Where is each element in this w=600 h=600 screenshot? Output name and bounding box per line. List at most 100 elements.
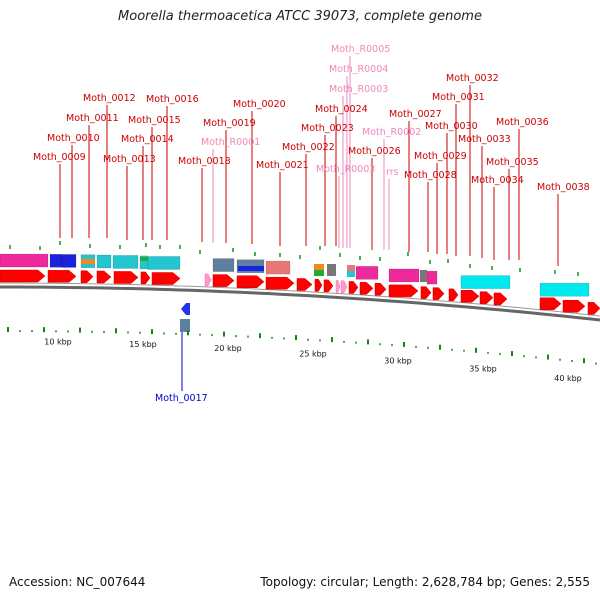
scale-label: 15 kbp xyxy=(129,340,157,349)
cog-box xyxy=(460,275,511,289)
gene-label: Moth_0016 xyxy=(146,94,199,105)
gene-label: Moth_0017 xyxy=(155,393,208,404)
gene-arrow xyxy=(140,271,151,285)
gene-label: Moth_0035 xyxy=(486,157,539,168)
gene-arrow xyxy=(151,272,181,285)
cog-box xyxy=(265,260,291,275)
gene-label: Moth_R0001 xyxy=(201,137,260,148)
scale-label: 40 kbp xyxy=(554,374,582,383)
genome-stats-text: Topology: circular; Length: 2,628,784 bp… xyxy=(260,575,590,589)
gene-arrow xyxy=(388,284,419,298)
gene-label: Moth_0022 xyxy=(282,142,335,153)
scale-label: 20 kbp xyxy=(214,344,242,353)
gene-label: Moth_0026 xyxy=(348,146,401,157)
cog-box xyxy=(314,264,324,270)
cog-box xyxy=(49,254,63,268)
rna-arrow xyxy=(340,280,348,294)
gene-label: Moth_0024 xyxy=(315,104,368,115)
gene-label: Moth_0028 xyxy=(404,170,457,181)
cog-track xyxy=(0,253,590,297)
rna-arrow xyxy=(204,273,212,287)
gene-arrow xyxy=(96,270,112,284)
gene-label: Moth_0038 xyxy=(537,182,590,193)
gene-label: Moth_R0002 xyxy=(362,127,421,138)
rna-arrow xyxy=(335,280,341,293)
gene-label: Moth_0034 xyxy=(471,175,524,186)
gene-arrow xyxy=(212,274,235,287)
cog-box xyxy=(327,264,336,276)
gene-label: Moth_0021 xyxy=(256,160,309,171)
cog-box xyxy=(347,265,355,271)
gene-label: Moth_R0003 xyxy=(329,84,388,95)
gene-label: Moth_0023 xyxy=(301,123,354,134)
cog-box xyxy=(147,256,181,270)
scale-label: 35 kbp xyxy=(469,364,497,373)
gene-arrow xyxy=(348,281,359,294)
gene-label: Moth_0009 xyxy=(33,152,86,163)
gene-arrow xyxy=(314,279,323,292)
scale-track: 10 kbp 15 kbp 20 kbp 25 kbp 30 kbp 35 kbp 40 k… xyxy=(7,327,597,383)
tick-track xyxy=(9,241,579,276)
gene-label: Moth_0010 xyxy=(47,133,100,144)
gene-arrow xyxy=(0,269,46,283)
gene-arrow xyxy=(432,287,445,300)
gene-label: Moth_0036 xyxy=(496,117,549,128)
gene-arrow xyxy=(236,275,265,289)
gene-label: Moth_R0004 xyxy=(329,64,388,75)
gene-label: Moth_0033 xyxy=(458,134,511,145)
gene-arrow xyxy=(374,283,387,296)
gene-label: Moth_R0005 xyxy=(331,44,390,55)
gene-arrow xyxy=(562,299,586,313)
accession-text: Accession: NC_007644 xyxy=(9,575,146,589)
gene-arrow xyxy=(448,288,459,302)
cog-box xyxy=(238,266,264,271)
gene-label: Moth_R0003 xyxy=(316,164,375,175)
gene-arrow xyxy=(420,286,432,299)
cog-box xyxy=(61,254,77,268)
scale-label: 10 kbp xyxy=(44,337,72,346)
gene-arrow xyxy=(80,270,94,283)
gene-arrow xyxy=(323,279,334,293)
cog-box xyxy=(347,271,355,277)
gene-label: Moth_0014 xyxy=(121,134,174,145)
cog-box xyxy=(355,266,379,280)
gene-arrow xyxy=(47,270,77,283)
gene-label: Moth_0015 xyxy=(128,115,181,126)
gene-label: Moth_0012 xyxy=(83,93,136,104)
cog-box xyxy=(212,258,235,272)
gene-label: rrs xyxy=(386,167,399,178)
gene-arrow xyxy=(113,271,139,284)
backbone-line xyxy=(0,285,600,322)
backbone-inner-line xyxy=(0,282,600,317)
gene-labels: Moth_0009 Moth_0010 Moth_0011 Moth_0012 Moth… xyxy=(33,44,590,404)
gene-arrow xyxy=(460,290,480,303)
gene-label: Moth_0031 xyxy=(432,92,485,103)
gene-arrow-reverse xyxy=(181,303,190,315)
gene-label: Moth_0011 xyxy=(66,113,119,124)
cog-box xyxy=(140,257,148,261)
gene-label: Moth_0027 xyxy=(389,109,442,120)
gene-arrow xyxy=(493,292,508,306)
scale-label: 30 kbp xyxy=(384,356,412,365)
gene-label: Moth_0032 xyxy=(446,73,499,84)
gene-label: Moth_0029 xyxy=(414,151,467,162)
cog-box xyxy=(426,270,438,285)
backbone xyxy=(0,282,600,322)
scale-label: 25 kbp xyxy=(299,350,327,359)
gene-arrow xyxy=(296,278,313,291)
gene-arrow xyxy=(265,276,295,290)
cog-box xyxy=(539,282,590,297)
gene-arrow xyxy=(479,291,494,304)
cog-box xyxy=(0,253,49,268)
gene-label: Moth_0018 xyxy=(178,156,231,167)
gene-label: Moth_0013 xyxy=(103,154,156,165)
cog-box xyxy=(112,255,139,269)
gene-arrow xyxy=(359,282,374,295)
cog-box xyxy=(420,270,427,282)
cog-box xyxy=(96,254,112,269)
gene-label: Moth_0030 xyxy=(425,121,478,132)
gene-arrow xyxy=(539,297,562,311)
gene-track xyxy=(0,269,600,332)
cog-box xyxy=(388,268,420,283)
